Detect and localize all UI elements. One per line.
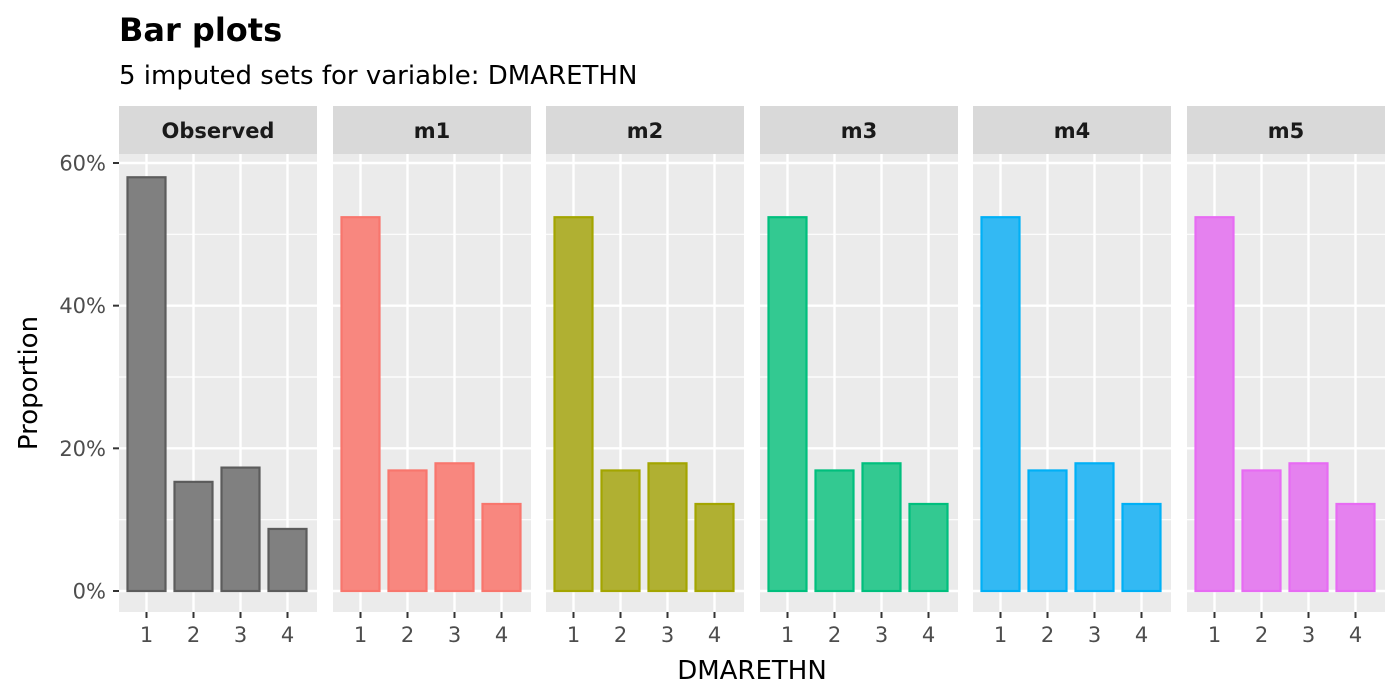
bar-m4-2 [1027, 469, 1068, 593]
x-tick-label: 1 [354, 623, 367, 647]
bar-m5-1 [1194, 216, 1235, 593]
facet-strip [973, 106, 1171, 154]
facet-panel-m3: m3 1 2 3 4 [760, 106, 958, 647]
facet-strip-label: m1 [414, 119, 451, 143]
facet-strip [546, 106, 744, 154]
chart-subtitle: 5 imputed sets for variable: DMARETHN [119, 61, 637, 91]
bar-m4-1 [980, 216, 1021, 593]
bar-m5-3 [1288, 462, 1329, 593]
y-axis: 0% 20% 40% 60% [59, 152, 119, 604]
bar-m1-4 [481, 502, 522, 593]
x-tick-label: 3 [1302, 623, 1315, 647]
x-tick-label: 2 [828, 623, 841, 647]
facet-strip [760, 106, 958, 154]
y-tick-label: 40% [59, 294, 106, 318]
x-axis-title: DMARETHN [677, 656, 827, 686]
x-tick-label: 1 [1208, 623, 1221, 647]
bar-m2-2 [600, 469, 641, 593]
y-tick-label: 0% [73, 580, 106, 604]
bar-m2-3 [647, 462, 688, 593]
bar-m3-1 [767, 216, 808, 593]
x-tick-label: 4 [281, 623, 294, 647]
x-tick-label: 3 [448, 623, 461, 647]
bar-m1-1 [340, 216, 381, 593]
x-tick-label: 1 [567, 623, 580, 647]
x-tick-label: 2 [614, 623, 627, 647]
bar-observed-3 [220, 466, 261, 593]
facet-panel-m1: m1 1 2 3 4 [333, 106, 531, 647]
facet-strip [333, 106, 531, 154]
facet-strip [119, 106, 317, 154]
bar-observed-1 [126, 176, 167, 593]
bar-m1-3 [434, 462, 475, 593]
x-tick-label: 3 [1088, 623, 1101, 647]
x-tick-label: 2 [1255, 623, 1268, 647]
x-tick-label: 2 [1041, 623, 1054, 647]
facet-panels: Observed 1 2 3 4 m1 1 2 3 4 m2 1 2 3 4 m3 1 2 3 4 m4 1 2 3 4 m5 1 2… [119, 106, 1385, 647]
x-tick-label: 1 [994, 623, 1007, 647]
bar-m2-4 [694, 502, 735, 593]
facet-strip-label: m2 [627, 119, 664, 143]
x-tick-label: 3 [234, 623, 247, 647]
bar-m5-4 [1335, 502, 1376, 593]
x-tick-label: 4 [922, 623, 935, 647]
facet-strip [1187, 106, 1385, 154]
x-tick-label: 2 [401, 623, 414, 647]
facet-strip-label: m3 [841, 119, 878, 143]
y-tick-label: 60% [59, 152, 106, 176]
facet-panel-m2: m2 1 2 3 4 [546, 106, 744, 647]
x-tick-label: 4 [495, 623, 508, 647]
x-tick-label: 3 [661, 623, 674, 647]
bar-m2-1 [553, 216, 594, 593]
bar-m3-4 [908, 502, 949, 593]
bar-m4-4 [1121, 502, 1162, 593]
facet-panel-m4: m4 1 2 3 4 [973, 106, 1171, 647]
bar-observed-4 [267, 527, 308, 593]
bar-m1-2 [387, 469, 428, 593]
x-tick-label: 4 [1135, 623, 1148, 647]
bar-m3-3 [861, 462, 902, 593]
x-tick-label: 3 [875, 623, 888, 647]
x-tick-label: 4 [1349, 623, 1362, 647]
bar-observed-2 [173, 480, 214, 593]
facet-panel-observed: Observed 1 2 3 4 [119, 106, 317, 647]
facet-strip-label: m5 [1268, 119, 1305, 143]
y-tick-label: 20% [59, 437, 106, 461]
facet-panel-m5: m5 1 2 3 4 [1187, 106, 1385, 647]
facet-strip-label: m4 [1054, 119, 1091, 143]
x-tick-label: 1 [781, 623, 794, 647]
bar-m3-2 [814, 469, 855, 593]
bar-m5-2 [1241, 469, 1282, 593]
x-tick-label: 1 [140, 623, 153, 647]
x-tick-label: 4 [708, 623, 721, 647]
chart-title: Bar plots [119, 11, 282, 49]
x-tick-label: 2 [187, 623, 200, 647]
facet-strip-label: Observed [162, 119, 275, 143]
bar-m4-3 [1074, 462, 1115, 593]
y-axis-title: Proportion [14, 316, 44, 450]
